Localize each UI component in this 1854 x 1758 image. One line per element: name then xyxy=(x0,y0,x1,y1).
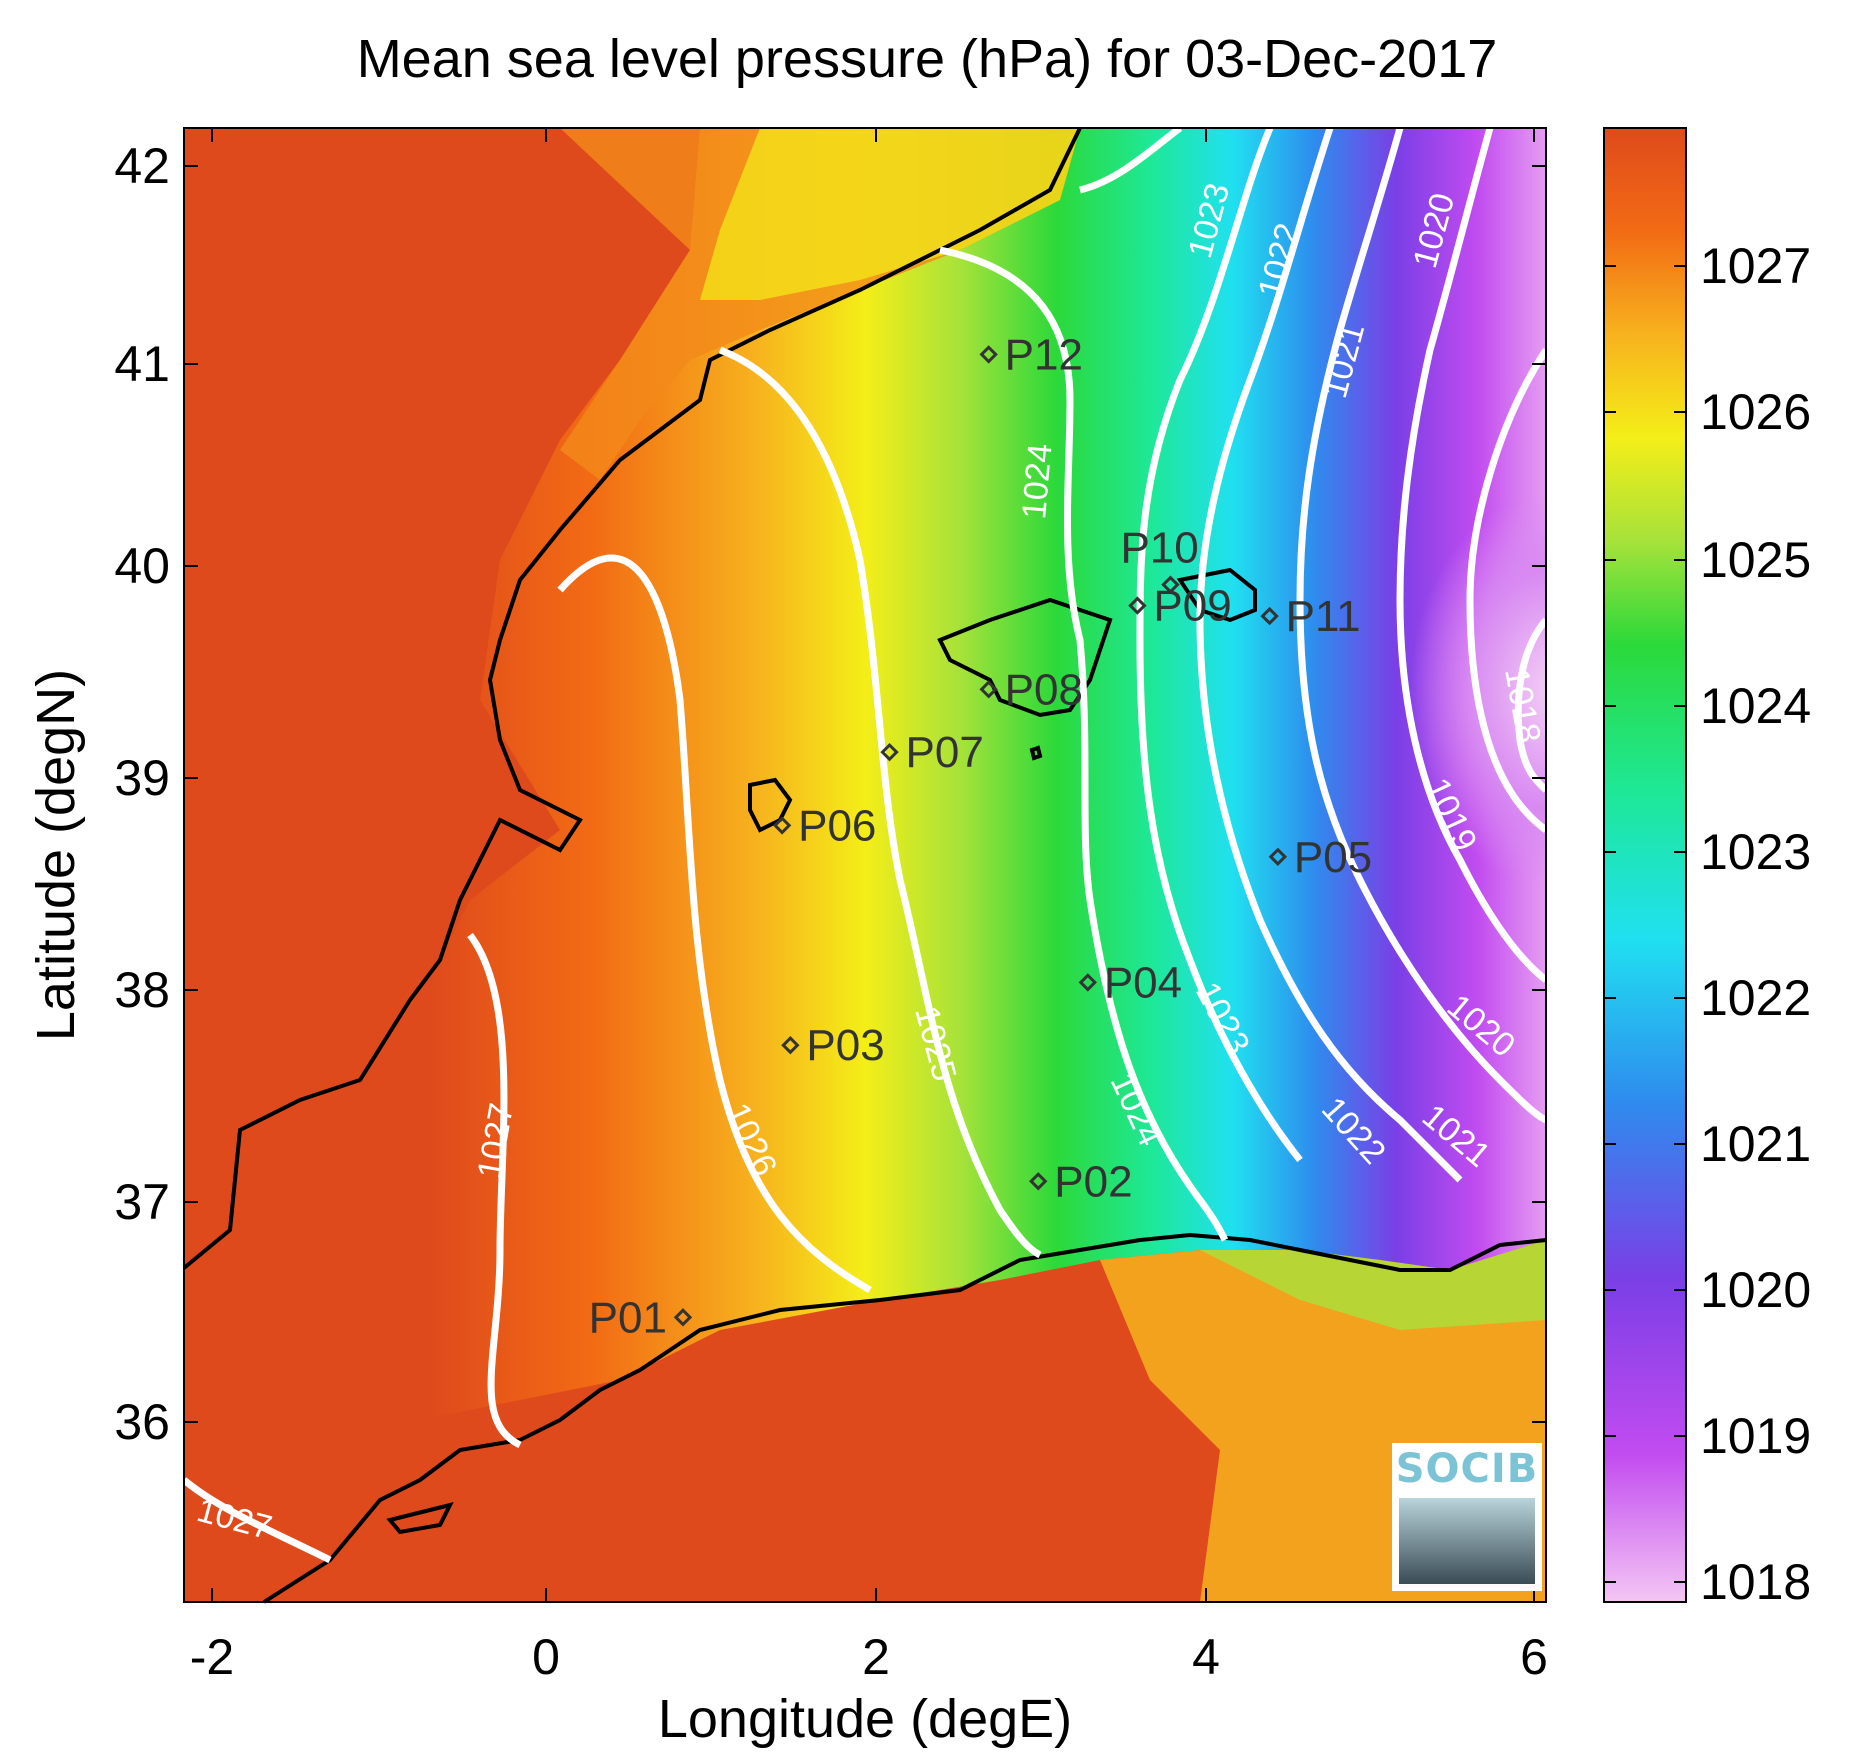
colorbar-tick-label: 1025 xyxy=(1700,532,1812,588)
colorbar-tick-label: 1024 xyxy=(1700,678,1812,734)
station-label: P06 xyxy=(798,801,876,850)
isobar-1023 xyxy=(1136,128,1303,1163)
colorbar-tick-label: 1022 xyxy=(1700,970,1812,1026)
y-tick-label: 38 xyxy=(114,962,170,1018)
x-tick-label: 6 xyxy=(1520,1629,1548,1685)
station-marker xyxy=(880,742,899,762)
station-label: P05 xyxy=(1294,833,1372,882)
station-marker xyxy=(979,680,998,699)
station-marker xyxy=(1268,847,1288,866)
isobar-1024-north xyxy=(1079,128,1183,194)
colorbar xyxy=(1603,127,1687,1603)
x-axis-label: Longitude (degE) xyxy=(657,1689,1073,1749)
y-tick-label: 41 xyxy=(114,336,170,392)
isobar-1027-east xyxy=(467,932,522,1449)
isobar-1019 xyxy=(1466,348,1546,833)
station-label: P02 xyxy=(1054,1157,1132,1206)
colorbar-ticks xyxy=(1604,265,1686,1583)
station-marker xyxy=(1029,1172,1048,1191)
isobar-1022 xyxy=(1196,128,1463,1183)
socib-logo: SOCIB xyxy=(1392,1443,1542,1591)
plot-frame xyxy=(183,127,1547,1603)
station-label: P12 xyxy=(1005,330,1083,379)
station-label: P11 xyxy=(1286,592,1361,641)
station-marker xyxy=(1078,973,1098,992)
colorbar-tick-label: 1027 xyxy=(1700,238,1812,294)
station-marker xyxy=(979,345,998,364)
isobar-1025 xyxy=(718,346,1042,1259)
isobar-label: 1024 xyxy=(1015,442,1059,521)
x-tick-label: -2 xyxy=(189,1629,235,1685)
y-tick-label: 36 xyxy=(114,1394,170,1450)
coastlines xyxy=(182,127,1547,1604)
colorbar-tick-label: 1026 xyxy=(1700,384,1812,440)
station-label: P07 xyxy=(906,728,984,777)
station-marker xyxy=(772,816,792,835)
x-tick-label: 0 xyxy=(532,1629,560,1685)
isobars xyxy=(184,128,1546,1564)
station-marker xyxy=(1161,575,1180,594)
socib-logo-wave xyxy=(1399,1498,1535,1584)
station-marker xyxy=(673,1308,693,1327)
y-tick-label: 37 xyxy=(114,1174,170,1230)
colorbar-tick-label: 1019 xyxy=(1700,1408,1812,1464)
colorbar-tick-label: 1023 xyxy=(1700,824,1812,880)
x-tick-label: 2 xyxy=(862,1629,890,1685)
station-markers: P01 P02 P03 P04 P05 P06 P07 P08 P09 P10 P11 P12 xyxy=(589,330,1372,1342)
y-tick-label: 40 xyxy=(114,538,170,594)
station-label: P08 xyxy=(1005,665,1083,714)
isobar-1027-southwest xyxy=(184,1477,332,1564)
station-label: P09 xyxy=(1153,582,1231,631)
colorbar-tick-label: 1018 xyxy=(1700,1554,1812,1610)
station-marker xyxy=(1128,596,1147,615)
station-label: P04 xyxy=(1104,958,1182,1007)
axis-ticks xyxy=(184,128,1546,1602)
station-label: P01 xyxy=(589,1293,667,1342)
colorbar-tick-label: 1021 xyxy=(1700,1116,1812,1172)
x-tick-label: 4 xyxy=(1192,1629,1220,1685)
isobar-1021 xyxy=(1296,128,1546,1124)
map-title: Mean sea level pressure (hPa) for 03-Dec… xyxy=(356,29,1498,89)
y-tick-label: 39 xyxy=(114,750,170,806)
station-label: P03 xyxy=(806,1021,884,1070)
y-tick-label: 42 xyxy=(114,138,170,194)
colorbar-tick-label: 1020 xyxy=(1700,1262,1812,1318)
isobar-1020 xyxy=(1396,128,1546,983)
station-marker xyxy=(1260,606,1279,626)
y-axis-label: Latitude (degN) xyxy=(26,668,86,1042)
socib-logo-text: SOCIB xyxy=(1395,1446,1539,1492)
pressure-field xyxy=(184,128,1546,1602)
isobar-1024 xyxy=(939,246,1229,1242)
station-marker xyxy=(781,1036,800,1055)
station-label: P10 xyxy=(1120,524,1198,573)
isobar-1026 xyxy=(557,554,872,1294)
